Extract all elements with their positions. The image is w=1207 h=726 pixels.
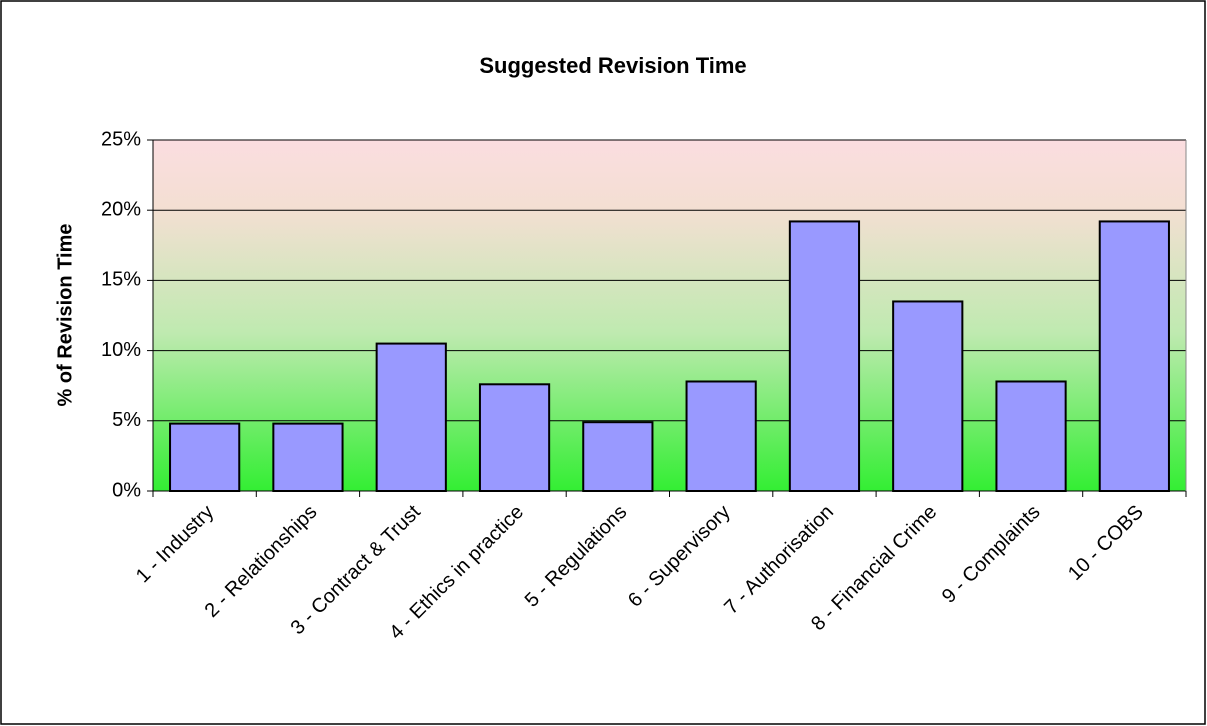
bar — [582, 421, 654, 493]
bar — [478, 383, 551, 492]
bar — [892, 300, 964, 492]
y-tick-label: 5% — [112, 409, 141, 431]
bar — [685, 380, 757, 493]
y-axis-label: % of Revision Time — [54, 223, 76, 406]
bar — [169, 422, 241, 492]
y-tick-label: 25% — [101, 128, 141, 150]
bar — [1098, 220, 1170, 492]
bar — [272, 422, 344, 492]
bar — [995, 380, 1067, 493]
chart-title: Suggested Revision Time — [479, 53, 746, 78]
y-tick-label: 10% — [101, 339, 141, 361]
y-tick-label: 20% — [101, 198, 141, 220]
y-tick-label: 0% — [112, 479, 141, 501]
bar — [375, 342, 447, 492]
y-tick-label: 15% — [101, 269, 141, 291]
bar — [788, 220, 861, 492]
